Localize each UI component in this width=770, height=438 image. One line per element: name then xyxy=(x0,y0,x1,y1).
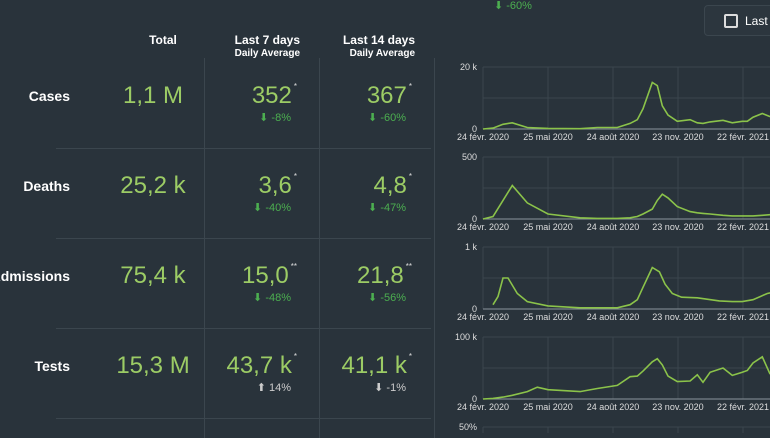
x-tick-label: 24 août 2020 xyxy=(587,312,640,322)
x-tick-label: 22 févr. 2021 xyxy=(717,312,769,322)
y-tick-label: 50% xyxy=(459,422,477,432)
series-line xyxy=(483,186,770,220)
x-tick-label: 23 nov. 2020 xyxy=(652,222,703,232)
x-tick-label: 22 févr. 2021 xyxy=(717,402,769,412)
x-tick-label: 24 févr. 2020 xyxy=(457,222,509,232)
series-line xyxy=(493,268,770,308)
y-tick-label: 100 k xyxy=(455,332,478,342)
x-tick-label: 23 nov. 2020 xyxy=(652,312,703,322)
x-tick-label: 23 nov. 2020 xyxy=(652,402,703,412)
x-tick-label: 24 févr. 2020 xyxy=(457,132,509,142)
x-tick-label: 24 févr. 2020 xyxy=(457,402,509,412)
y-tick-label: 20 k xyxy=(460,62,478,72)
x-tick-label: 25 mai 2020 xyxy=(523,312,573,322)
series-line xyxy=(483,357,770,399)
x-tick-label: 24 août 2020 xyxy=(587,222,640,232)
series-line xyxy=(483,83,770,130)
x-tick-label: 22 févr. 2021 xyxy=(717,132,769,142)
x-tick-label: 24 août 2020 xyxy=(587,402,640,412)
x-tick-label: 25 mai 2020 xyxy=(523,132,573,142)
x-tick-label: 25 mai 2020 xyxy=(523,402,573,412)
x-tick-label: 22 févr. 2021 xyxy=(717,222,769,232)
y-tick-label: 1 k xyxy=(465,242,478,252)
x-tick-label: 25 mai 2020 xyxy=(523,222,573,232)
x-tick-label: 23 nov. 2020 xyxy=(652,132,703,142)
y-tick-label: 500 xyxy=(462,152,477,162)
x-tick-label: 24 févr. 2020 xyxy=(457,312,509,322)
x-tick-label: 24 août 2020 xyxy=(587,132,640,142)
